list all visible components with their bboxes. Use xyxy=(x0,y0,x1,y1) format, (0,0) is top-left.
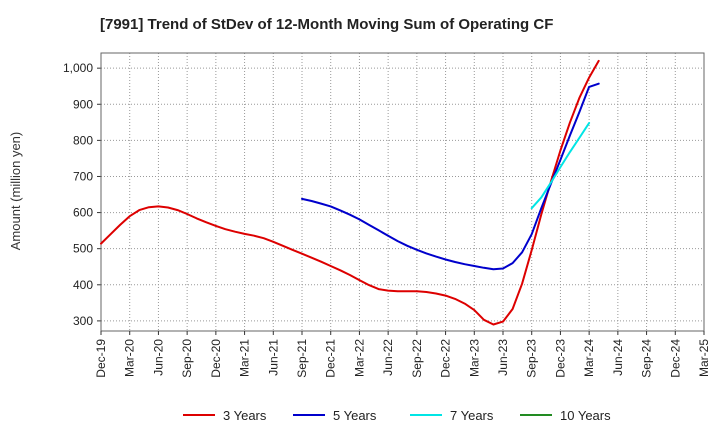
x-tick-label: Sep-20 xyxy=(180,339,194,378)
legend-label: 5 Years xyxy=(333,408,377,423)
x-tick-label: Jun-23 xyxy=(496,339,510,376)
x-tick-label: Mar-22 xyxy=(352,339,366,377)
x-tick-label: Sep-21 xyxy=(295,339,309,378)
y-tick-label: 400 xyxy=(73,278,93,292)
x-tick-label: Mar-25 xyxy=(697,339,711,377)
x-tick-label: Sep-23 xyxy=(525,339,539,378)
x-tick-label: Dec-22 xyxy=(439,339,453,378)
legend: 3 Years 5 Years 7 Years 10 Years xyxy=(183,408,611,423)
x-tick-label: Mar-20 xyxy=(123,339,137,377)
y-tick-label: 900 xyxy=(73,97,93,111)
x-tick-label: Dec-24 xyxy=(668,339,682,378)
axes: 300 400 500 600 700 800 900 1,000 Dec-19 Mar-20 Ju… xyxy=(63,52,711,378)
chart-title: [7991] Trend of StDev of 12-Month Moving… xyxy=(100,16,553,33)
series-line-1 xyxy=(100,59,600,326)
y-tick-label: 300 xyxy=(73,314,93,328)
legend-label: 10 Years xyxy=(560,408,611,423)
y-tick-label: 800 xyxy=(73,133,93,147)
x-tick-label: Jun-20 xyxy=(151,339,165,376)
grid xyxy=(101,53,704,331)
x-tick-label: Dec-19 xyxy=(94,339,108,378)
legend-label: 7 Years xyxy=(450,408,494,423)
legend-label: 3 Years xyxy=(223,408,267,423)
x-tick-label: Dec-23 xyxy=(553,339,567,378)
x-tick-label: Jun-22 xyxy=(381,339,395,376)
x-tick-label: Mar-23 xyxy=(467,339,481,377)
x-tick-label: Mar-21 xyxy=(238,339,252,377)
x-tick-label: Sep-24 xyxy=(640,339,654,378)
y-tick-label: 700 xyxy=(73,169,93,183)
series-line-3 xyxy=(530,122,591,210)
x-tick-label: Mar-24 xyxy=(582,339,596,377)
y-tick-label: 600 xyxy=(73,206,93,220)
x-tick-label: Dec-21 xyxy=(324,339,338,378)
y-tick-label: 1,000 xyxy=(63,61,93,75)
y-axis-label: Amount (million yen) xyxy=(8,132,23,251)
x-tick-label: Sep-22 xyxy=(410,339,424,378)
x-tick-label: Jun-21 xyxy=(266,339,280,376)
plot-frame xyxy=(100,52,705,332)
y-tick-label: 500 xyxy=(73,242,93,256)
x-tick-label: Jun-24 xyxy=(611,339,625,376)
series-line-2 xyxy=(301,82,600,271)
series-lines xyxy=(100,59,600,326)
x-tick-label: Dec-20 xyxy=(209,339,223,378)
